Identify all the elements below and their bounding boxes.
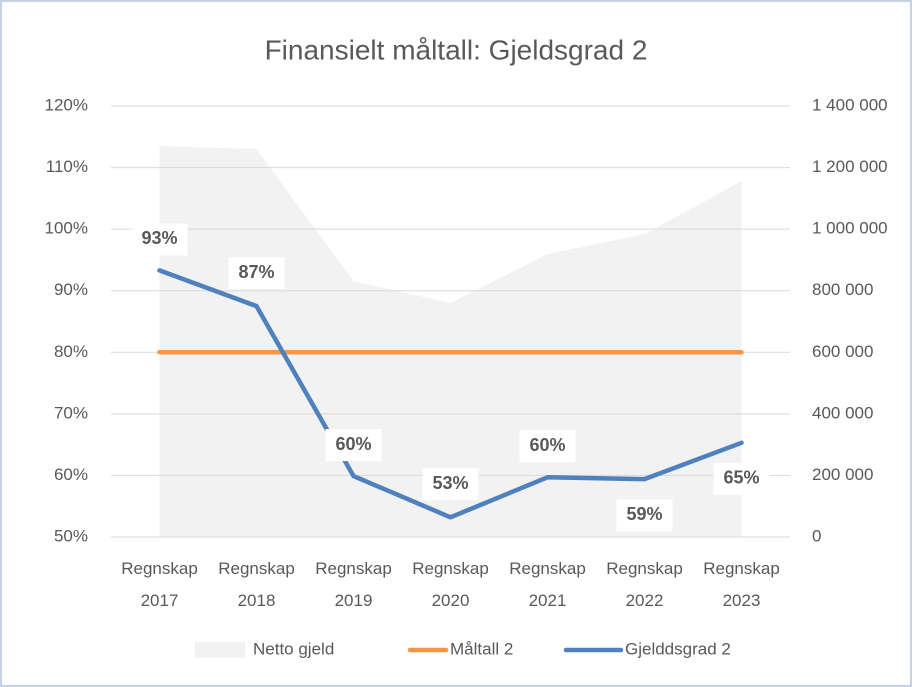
y2-tick-label: 1 400 000 (812, 95, 888, 114)
y2-tick-label: 1 200 000 (812, 157, 888, 176)
y-tick-label: 100% (45, 219, 88, 238)
data-label: 59% (626, 504, 662, 524)
y-tick-label: 90% (54, 280, 88, 299)
y-tick-label: 120% (45, 95, 88, 114)
y-tick-label: 70% (54, 403, 88, 422)
data-label: 87% (238, 262, 274, 282)
x-tick-label: Regnskap 2020 (412, 559, 489, 610)
y-tick-label: 80% (54, 342, 88, 361)
data-label: 60% (335, 434, 371, 454)
y-tick-label: 110% (46, 157, 88, 176)
y-tick-label: 50% (54, 526, 88, 545)
y2-tick-label: 1 000 000 (812, 219, 888, 238)
data-label-box (713, 462, 770, 495)
data-label: 53% (432, 473, 468, 493)
data-label: 65% (723, 468, 759, 488)
y-tick-label: 60% (54, 465, 88, 484)
legend-label: Gjelddsgrad 2 (625, 639, 731, 658)
y2-tick-label: 0 (812, 526, 821, 545)
x-tick-label: Regnskap 2023 (703, 559, 780, 610)
data-label-box (422, 468, 479, 501)
x-tick-label: Regnskap 2018 (218, 559, 295, 610)
y2-tick-label: 600 000 (812, 342, 873, 361)
y2-tick-label: 400 000 (812, 403, 873, 422)
data-label: 93% (141, 228, 177, 248)
data-label-box (228, 257, 285, 290)
data-label: 60% (529, 435, 565, 455)
legend-swatch (195, 642, 245, 658)
chart-title: Finansielt måltall: Gjeldsgrad 2 (265, 34, 648, 65)
area (159, 146, 742, 537)
y2-tick-label: 200 000 (812, 465, 873, 484)
line (157, 268, 744, 520)
legend-label: Måltall 2 (450, 639, 513, 658)
legend-label: Netto gjeld (253, 639, 334, 658)
data-label-box (519, 430, 576, 463)
data-label-box (616, 499, 673, 532)
x-tick-label: Regnskap 2017 (121, 559, 198, 610)
y2-tick-label: 800 000 (812, 280, 873, 299)
x-tick-label: Regnskap 2022 (606, 559, 683, 610)
x-tick-label: Regnskap 2021 (509, 559, 586, 610)
data-label-box (325, 429, 382, 462)
x-tick-label: Regnskap 2019 (315, 559, 392, 610)
data-label-box (131, 223, 188, 256)
